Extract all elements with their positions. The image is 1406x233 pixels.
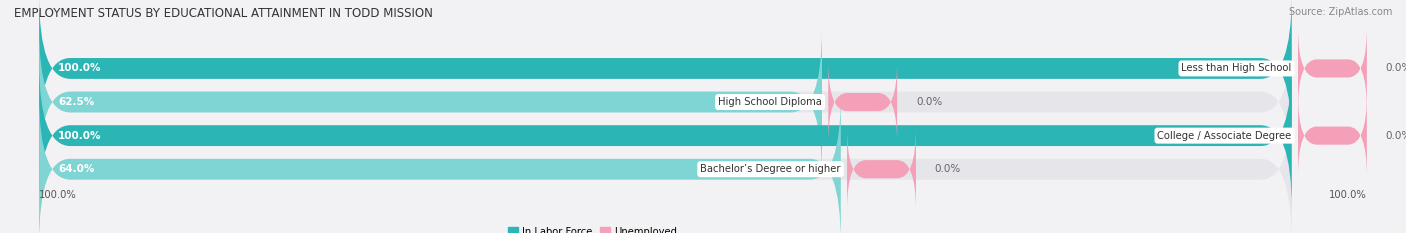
FancyBboxPatch shape (39, 28, 823, 176)
FancyBboxPatch shape (39, 62, 1292, 209)
Text: 0.0%: 0.0% (1386, 131, 1406, 141)
Text: College / Associate Degree: College / Associate Degree (1157, 131, 1292, 141)
FancyBboxPatch shape (846, 128, 915, 211)
FancyBboxPatch shape (39, 0, 1292, 142)
Text: 0.0%: 0.0% (915, 97, 942, 107)
Text: 100.0%: 100.0% (58, 131, 101, 141)
FancyBboxPatch shape (39, 28, 1292, 176)
FancyBboxPatch shape (1298, 94, 1367, 177)
Text: EMPLOYMENT STATUS BY EDUCATIONAL ATTAINMENT IN TODD MISSION: EMPLOYMENT STATUS BY EDUCATIONAL ATTAINM… (14, 7, 433, 20)
Text: 0.0%: 0.0% (1386, 63, 1406, 73)
Text: 100.0%: 100.0% (58, 63, 101, 73)
FancyBboxPatch shape (1298, 27, 1367, 110)
FancyBboxPatch shape (828, 61, 897, 143)
FancyBboxPatch shape (39, 96, 841, 233)
FancyBboxPatch shape (39, 0, 1292, 142)
Text: 0.0%: 0.0% (935, 164, 960, 174)
Legend: In Labor Force, Unemployed: In Labor Force, Unemployed (508, 227, 678, 233)
Text: 64.0%: 64.0% (58, 164, 94, 174)
Text: Bachelor’s Degree or higher: Bachelor’s Degree or higher (700, 164, 841, 174)
FancyBboxPatch shape (39, 96, 1292, 233)
FancyBboxPatch shape (39, 62, 1292, 209)
Text: High School Diploma: High School Diploma (718, 97, 823, 107)
Text: 100.0%: 100.0% (39, 190, 77, 200)
Text: 62.5%: 62.5% (58, 97, 94, 107)
Text: Source: ZipAtlas.com: Source: ZipAtlas.com (1288, 7, 1392, 17)
Text: Less than High School: Less than High School (1181, 63, 1292, 73)
Text: 100.0%: 100.0% (1329, 190, 1367, 200)
